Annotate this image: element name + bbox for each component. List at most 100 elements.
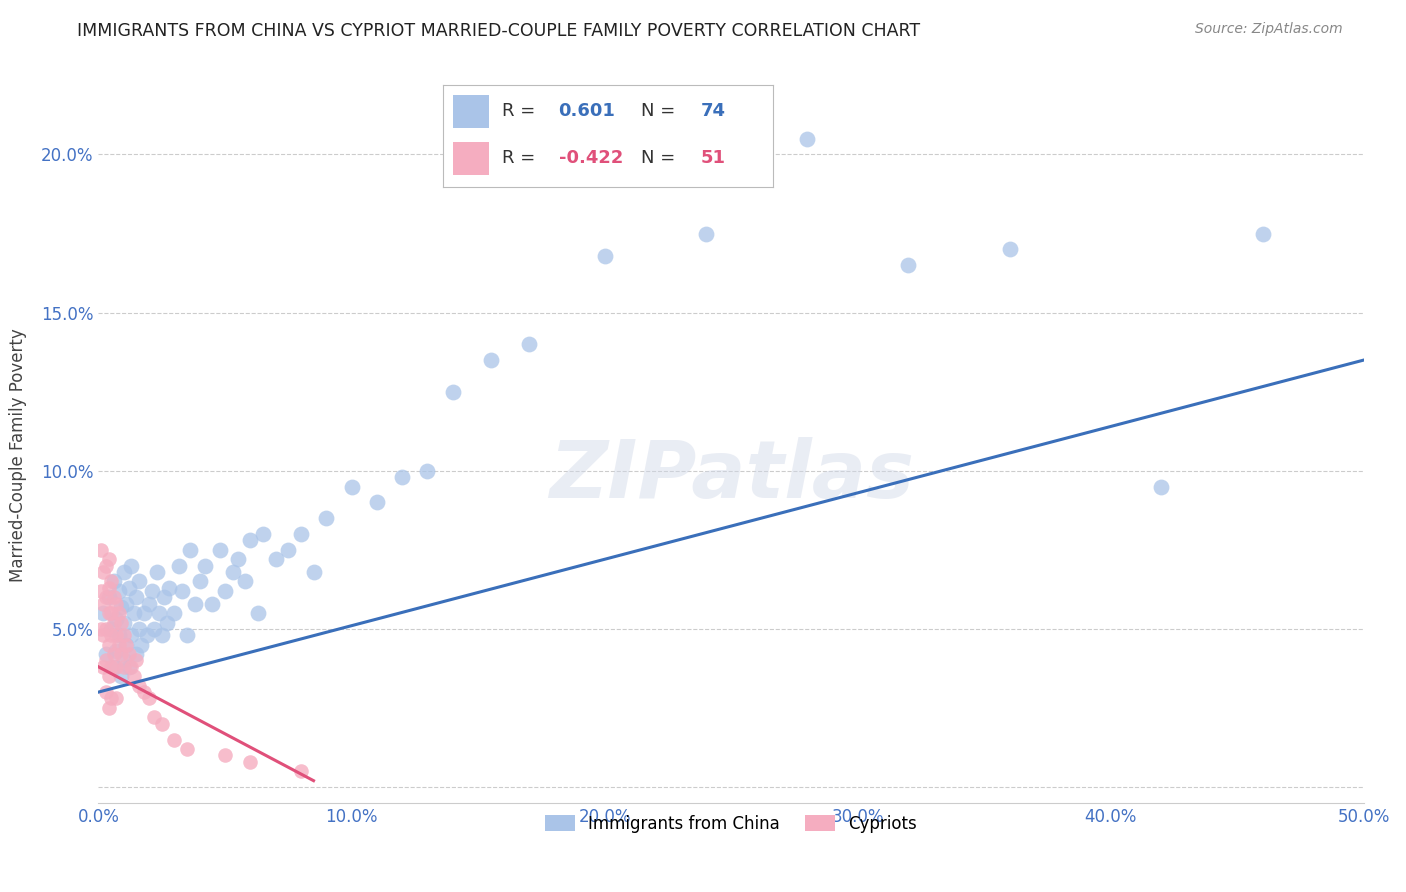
Point [194, 558, 217, 573]
Point [105, 660, 128, 674]
Bar [453, 142, 489, 175]
Point [97, 701, 120, 715]
Point [94, 653, 117, 667]
Point [128, 574, 150, 589]
Point [94, 591, 117, 605]
Point [122, 669, 145, 683]
Point [115, 638, 138, 652]
Point [1251, 227, 1274, 241]
Point [107, 638, 129, 652]
Point [97, 638, 120, 652]
Point [141, 583, 163, 598]
Point [128, 622, 150, 636]
Point [107, 583, 129, 598]
Point [100, 660, 122, 674]
Text: 51: 51 [700, 149, 725, 167]
Point [120, 558, 142, 573]
Point [107, 606, 129, 620]
Point [897, 258, 920, 272]
Point [93, 628, 115, 642]
Point [1150, 479, 1173, 493]
Point [128, 679, 150, 693]
Point [97, 591, 120, 605]
Text: -0.422: -0.422 [558, 149, 623, 167]
Point [97, 581, 120, 595]
Point [103, 615, 125, 630]
Point [138, 597, 160, 611]
Point [143, 710, 166, 724]
Point [290, 527, 312, 541]
Point [132, 606, 155, 620]
Point [100, 574, 122, 589]
Point [105, 612, 128, 626]
Point [105, 628, 128, 642]
Point [120, 660, 142, 674]
Point [107, 628, 129, 642]
Point [163, 732, 186, 747]
Point [153, 591, 176, 605]
Point [252, 527, 274, 541]
Point [148, 606, 170, 620]
Point [112, 660, 135, 674]
Point [998, 243, 1021, 257]
Point [246, 606, 269, 620]
Point [120, 628, 142, 642]
Point [179, 542, 201, 557]
Point [93, 597, 115, 611]
Text: ZIPatlas: ZIPatlas [548, 437, 914, 515]
Point [118, 647, 141, 661]
Point [214, 748, 236, 763]
Point [214, 583, 236, 598]
Point [110, 647, 132, 661]
Point [340, 479, 363, 493]
Text: IMMIGRANTS FROM CHINA VS CYPRIOT MARRIED-COUPLE FAMILY POVERTY CORRELATION CHART: IMMIGRANTS FROM CHINA VS CYPRIOT MARRIED… [77, 22, 921, 40]
Text: R =: R = [502, 149, 541, 167]
Point [112, 653, 135, 667]
Bar [453, 95, 489, 128]
Point [112, 615, 135, 630]
Point [110, 615, 132, 630]
Point [100, 622, 122, 636]
Point [97, 606, 120, 620]
Point [163, 606, 186, 620]
Point [315, 511, 337, 525]
Point [366, 495, 388, 509]
Point [302, 565, 325, 579]
Point [118, 581, 141, 595]
Point [143, 622, 166, 636]
Point [233, 574, 256, 589]
Point [112, 628, 135, 642]
Point [105, 644, 128, 658]
Point [118, 660, 141, 674]
Point [90, 583, 112, 598]
Point [391, 470, 413, 484]
Point [103, 647, 125, 661]
Point [277, 542, 299, 557]
Point [115, 638, 138, 652]
Point [264, 552, 287, 566]
Point [112, 565, 135, 579]
Point [105, 597, 128, 611]
Point [100, 691, 122, 706]
Point [226, 552, 249, 566]
Point [132, 685, 155, 699]
Point [90, 542, 112, 557]
Point [94, 622, 117, 636]
Point [97, 552, 120, 566]
Point [593, 249, 616, 263]
Point [138, 691, 160, 706]
Point [93, 565, 115, 579]
Point [441, 384, 464, 399]
Point [103, 574, 125, 589]
Point [131, 638, 153, 652]
Text: N =: N = [641, 102, 681, 120]
Point [176, 628, 198, 642]
Point [201, 597, 224, 611]
Point [150, 628, 173, 642]
Text: R =: R = [502, 102, 541, 120]
Text: N =: N = [641, 149, 681, 167]
Point [100, 606, 122, 620]
Point [208, 542, 231, 557]
Point [695, 227, 717, 241]
Point [796, 131, 818, 145]
